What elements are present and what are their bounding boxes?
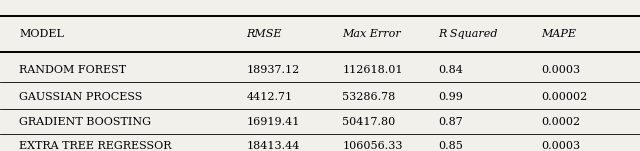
Text: 4412.71: 4412.71 [246,92,292,102]
Text: 0.87: 0.87 [438,117,463,127]
Text: GAUSSIAN PROCESS: GAUSSIAN PROCESS [19,92,143,102]
Text: 112618.01: 112618.01 [342,65,403,75]
Text: 18413.44: 18413.44 [246,141,300,151]
Text: 50417.80: 50417.80 [342,117,396,127]
Text: GRADIENT BOOSTING: GRADIENT BOOSTING [19,117,151,127]
Text: 0.0003: 0.0003 [541,65,580,75]
Text: 18937.12: 18937.12 [246,65,300,75]
Text: 16919.41: 16919.41 [246,117,300,127]
Text: RANDOM FOREST: RANDOM FOREST [19,65,126,75]
Text: RMSE: RMSE [246,29,282,39]
Text: 0.0003: 0.0003 [541,141,580,151]
Text: 0.99: 0.99 [438,92,463,102]
Text: MAPE: MAPE [541,29,576,39]
Text: 106056.33: 106056.33 [342,141,403,151]
Text: 0.00002: 0.00002 [541,92,587,102]
Text: 0.84: 0.84 [438,65,463,75]
Text: R Squared: R Squared [438,29,498,39]
Text: Max Error: Max Error [342,29,401,39]
Text: 53286.78: 53286.78 [342,92,396,102]
Text: MODEL: MODEL [19,29,64,39]
Text: 0.85: 0.85 [438,141,463,151]
Text: EXTRA TREE REGRESSOR: EXTRA TREE REGRESSOR [19,141,172,151]
Text: 0.0002: 0.0002 [541,117,580,127]
